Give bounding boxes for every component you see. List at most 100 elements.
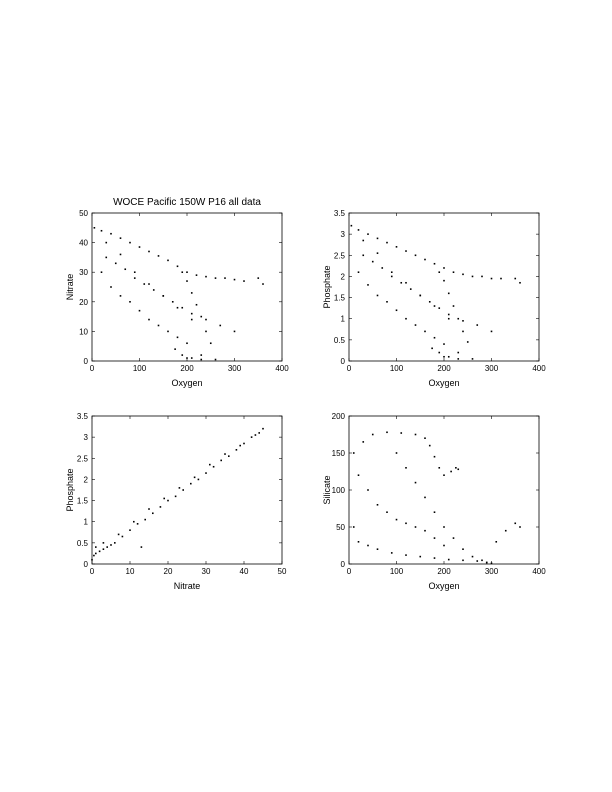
data-point xyxy=(186,342,188,345)
data-point xyxy=(376,548,379,550)
data-point xyxy=(190,357,193,359)
data-point xyxy=(471,275,474,278)
data-point xyxy=(163,497,165,500)
data-point xyxy=(144,518,146,521)
x-tick-label: 300 xyxy=(485,364,499,373)
x-tick-label: 400 xyxy=(532,567,546,576)
data-point xyxy=(462,559,464,562)
data-point xyxy=(466,341,469,343)
y-tick-label: 0.5 xyxy=(334,336,346,345)
data-point xyxy=(376,504,379,506)
data-point xyxy=(174,495,177,498)
data-point xyxy=(181,354,184,356)
data-point xyxy=(371,260,374,263)
x-tick-label: 100 xyxy=(133,364,147,373)
data-point xyxy=(419,294,422,297)
data-point xyxy=(452,537,455,539)
data-point xyxy=(148,283,150,285)
y-tick-label: 3.5 xyxy=(77,412,89,421)
x-tick-label: 200 xyxy=(437,364,451,373)
data-point xyxy=(367,284,369,286)
data-point xyxy=(190,318,193,321)
y-tick-label: 2.5 xyxy=(77,454,89,463)
y-axis-label: Nitrate xyxy=(65,274,75,301)
data-point xyxy=(233,278,236,281)
data-point xyxy=(195,303,198,306)
x-axis-label: Nitrate xyxy=(174,581,201,591)
data-point xyxy=(243,280,245,282)
figure-title: WOCE Pacific 150W P16 all data xyxy=(113,197,261,208)
data-point xyxy=(102,542,105,544)
panel-phosphate-vs-oxygen: Oxygen Phosphate 0 100 200 300 400 0 0.5 1 1.5 2 2… xyxy=(322,209,546,388)
x-tick-label: 300 xyxy=(228,364,242,373)
data-point xyxy=(424,330,426,333)
y-tick-label: 3 xyxy=(84,433,89,442)
plot-frame xyxy=(91,212,283,362)
data-point xyxy=(447,292,450,295)
data-point xyxy=(352,452,355,454)
data-point xyxy=(457,351,460,354)
data-point xyxy=(93,227,96,229)
data-point xyxy=(447,355,450,358)
y-tick-label: 100 xyxy=(332,486,346,495)
data-point xyxy=(176,265,179,268)
x-tick-label: 10 xyxy=(126,567,135,576)
x-tick-label: 100 xyxy=(390,567,404,576)
data-point xyxy=(414,324,417,326)
data-point xyxy=(367,233,369,235)
data-point xyxy=(395,518,398,521)
data-point xyxy=(476,560,479,562)
data-point xyxy=(95,546,97,548)
data-point xyxy=(157,324,160,327)
data-point xyxy=(181,306,184,309)
data-point xyxy=(148,318,150,321)
data-point xyxy=(424,258,426,261)
data-point xyxy=(424,496,426,499)
data-point xyxy=(419,555,422,558)
data-point xyxy=(414,526,417,528)
data-point xyxy=(357,271,360,273)
data-point xyxy=(219,324,222,327)
data-point xyxy=(519,281,521,284)
data-point xyxy=(133,520,135,523)
data-point xyxy=(400,432,403,434)
data-point xyxy=(243,442,245,445)
y-tick-label: 3.5 xyxy=(334,209,346,218)
data-point xyxy=(138,309,141,312)
data-point xyxy=(414,433,417,436)
data-point xyxy=(110,286,112,288)
data-point xyxy=(400,281,403,284)
data-point xyxy=(462,273,464,276)
data-point xyxy=(395,452,398,454)
y-tick-label: 1.5 xyxy=(77,497,89,506)
data-point xyxy=(190,482,192,485)
data-point xyxy=(424,529,426,532)
data-point xyxy=(220,459,222,462)
data-point xyxy=(162,295,165,297)
data-point xyxy=(471,358,474,360)
data-point xyxy=(152,512,154,515)
data-point xyxy=(205,275,207,278)
y-tick-label: 1.5 xyxy=(334,294,346,303)
data-point xyxy=(390,552,393,554)
data-point xyxy=(357,541,360,543)
data-point xyxy=(367,544,369,547)
data-point xyxy=(485,561,488,564)
data-point xyxy=(447,558,450,561)
x-tick-label: 0 xyxy=(347,364,352,373)
data-point xyxy=(386,241,388,244)
data-point xyxy=(362,239,365,242)
y-axis-label: Phosphate xyxy=(322,265,332,308)
data-point xyxy=(433,305,436,307)
x-tick-label: 300 xyxy=(485,567,499,576)
data-point xyxy=(438,467,441,469)
data-point xyxy=(157,255,160,257)
data-point xyxy=(433,336,436,339)
data-point xyxy=(438,351,441,354)
data-point xyxy=(262,283,264,285)
data-point xyxy=(438,271,441,273)
y-tick-label: 2 xyxy=(341,272,346,281)
data-point xyxy=(357,229,360,231)
data-point xyxy=(481,275,483,278)
data-point xyxy=(138,246,141,248)
